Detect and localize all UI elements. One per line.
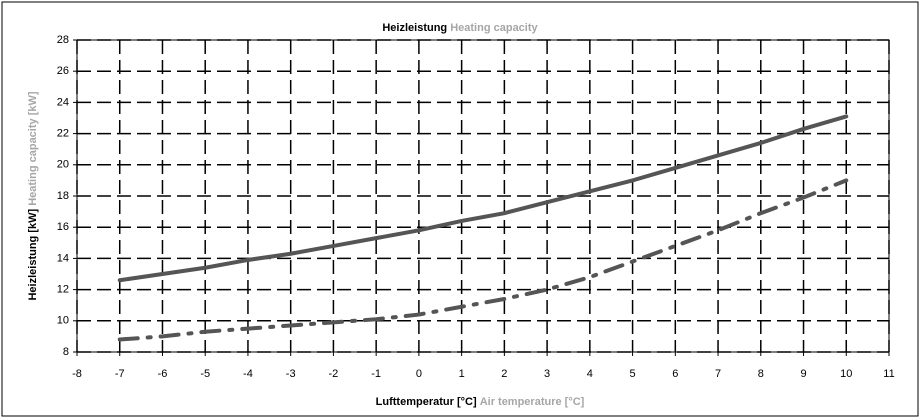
x-tick-label: -2 bbox=[329, 368, 339, 380]
series-line bbox=[117, 178, 849, 342]
x-tick-label: 2 bbox=[501, 368, 507, 380]
y-tick-label: 22 bbox=[57, 128, 69, 140]
x-tick-label: 4 bbox=[587, 368, 593, 380]
x-tick-label: -6 bbox=[158, 368, 168, 380]
y-tick-label: 26 bbox=[57, 65, 69, 77]
x-tick-label: -7 bbox=[115, 368, 125, 380]
y-tick-label: 24 bbox=[57, 96, 69, 108]
y-tick-label: 14 bbox=[57, 252, 69, 264]
y-tick-label: 10 bbox=[57, 315, 69, 327]
title-en: Heating capacity bbox=[450, 22, 538, 34]
x-tick-label: 6 bbox=[672, 368, 678, 380]
x-tick-label: 0 bbox=[416, 368, 422, 380]
x-tick-label: 5 bbox=[630, 368, 636, 380]
y-tick-label: 18 bbox=[57, 190, 69, 202]
y-axis-label: Heizleistung [kW] Heating capacity [kW] bbox=[27, 91, 39, 300]
y-tick-label: 16 bbox=[57, 221, 69, 233]
series-line bbox=[117, 114, 849, 283]
y-label-de: Heizleistung [kW] bbox=[27, 209, 39, 301]
x-tick-label: -5 bbox=[200, 368, 210, 380]
x-label-en: Air temperature [°C] bbox=[480, 396, 585, 408]
x-tick-label: 3 bbox=[544, 368, 550, 380]
x-tick-label: 1 bbox=[459, 368, 465, 380]
x-label-de: Lufttemperatur [°C] bbox=[376, 396, 477, 408]
plot-frame bbox=[76, 39, 890, 353]
title-de: Heizleistung bbox=[382, 22, 447, 34]
x-tick-label: 9 bbox=[800, 368, 806, 380]
y-label-en: Heating capacity [kW] bbox=[27, 91, 39, 206]
x-tick-label: 11 bbox=[883, 368, 894, 380]
x-tick-label: -8 bbox=[72, 368, 82, 380]
x-tick-label: -4 bbox=[243, 368, 253, 380]
x-tick-label: -3 bbox=[286, 368, 296, 380]
x-axis-label: Lufttemperatur [°C] Air temperature [°C] bbox=[376, 396, 585, 408]
y-tick-label: 20 bbox=[57, 159, 69, 171]
x-tick-label: 7 bbox=[715, 368, 721, 380]
x-tick-label: 10 bbox=[840, 368, 852, 380]
x-tick-label: 8 bbox=[758, 368, 764, 380]
x-tick-label: -1 bbox=[371, 368, 381, 380]
y-tick-label: 8 bbox=[63, 346, 69, 358]
y-tick-label: 12 bbox=[57, 284, 69, 296]
y-tick-label: 28 bbox=[57, 34, 69, 46]
chart-title: Heizleistung Heating capacity bbox=[382, 22, 538, 34]
